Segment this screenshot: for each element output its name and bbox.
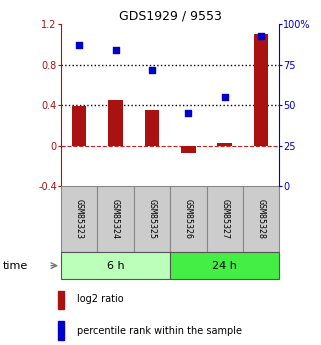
Text: GSM85326: GSM85326 — [184, 199, 193, 239]
Text: percentile rank within the sample: percentile rank within the sample — [77, 326, 242, 336]
Bar — [61, 186, 97, 252]
Bar — [108, 100, 123, 146]
Point — [186, 110, 191, 116]
Bar — [97, 186, 134, 252]
Title: GDS1929 / 9553: GDS1929 / 9553 — [119, 10, 221, 23]
Text: GSM85327: GSM85327 — [220, 199, 229, 239]
Point — [258, 33, 264, 38]
Text: 6 h: 6 h — [107, 261, 124, 270]
Point — [222, 94, 227, 100]
Bar — [206, 186, 243, 252]
Bar — [58, 290, 64, 309]
Point — [77, 42, 82, 48]
Text: GSM85324: GSM85324 — [111, 199, 120, 239]
Bar — [181, 146, 195, 153]
Bar — [58, 322, 64, 340]
Text: log2 ratio: log2 ratio — [77, 294, 124, 304]
Bar — [243, 186, 279, 252]
Bar — [61, 252, 170, 279]
Text: 24 h: 24 h — [212, 261, 237, 270]
Bar — [134, 186, 170, 252]
Bar — [72, 106, 86, 146]
Text: time: time — [3, 261, 29, 270]
Point — [113, 47, 118, 53]
Point — [149, 67, 154, 72]
Bar — [170, 252, 279, 279]
Text: GSM85328: GSM85328 — [256, 199, 265, 239]
Bar — [170, 186, 206, 252]
Text: GSM85323: GSM85323 — [75, 199, 84, 239]
Bar — [145, 110, 159, 146]
Bar — [217, 143, 232, 146]
Bar — [254, 34, 268, 146]
Text: GSM85325: GSM85325 — [147, 199, 156, 239]
